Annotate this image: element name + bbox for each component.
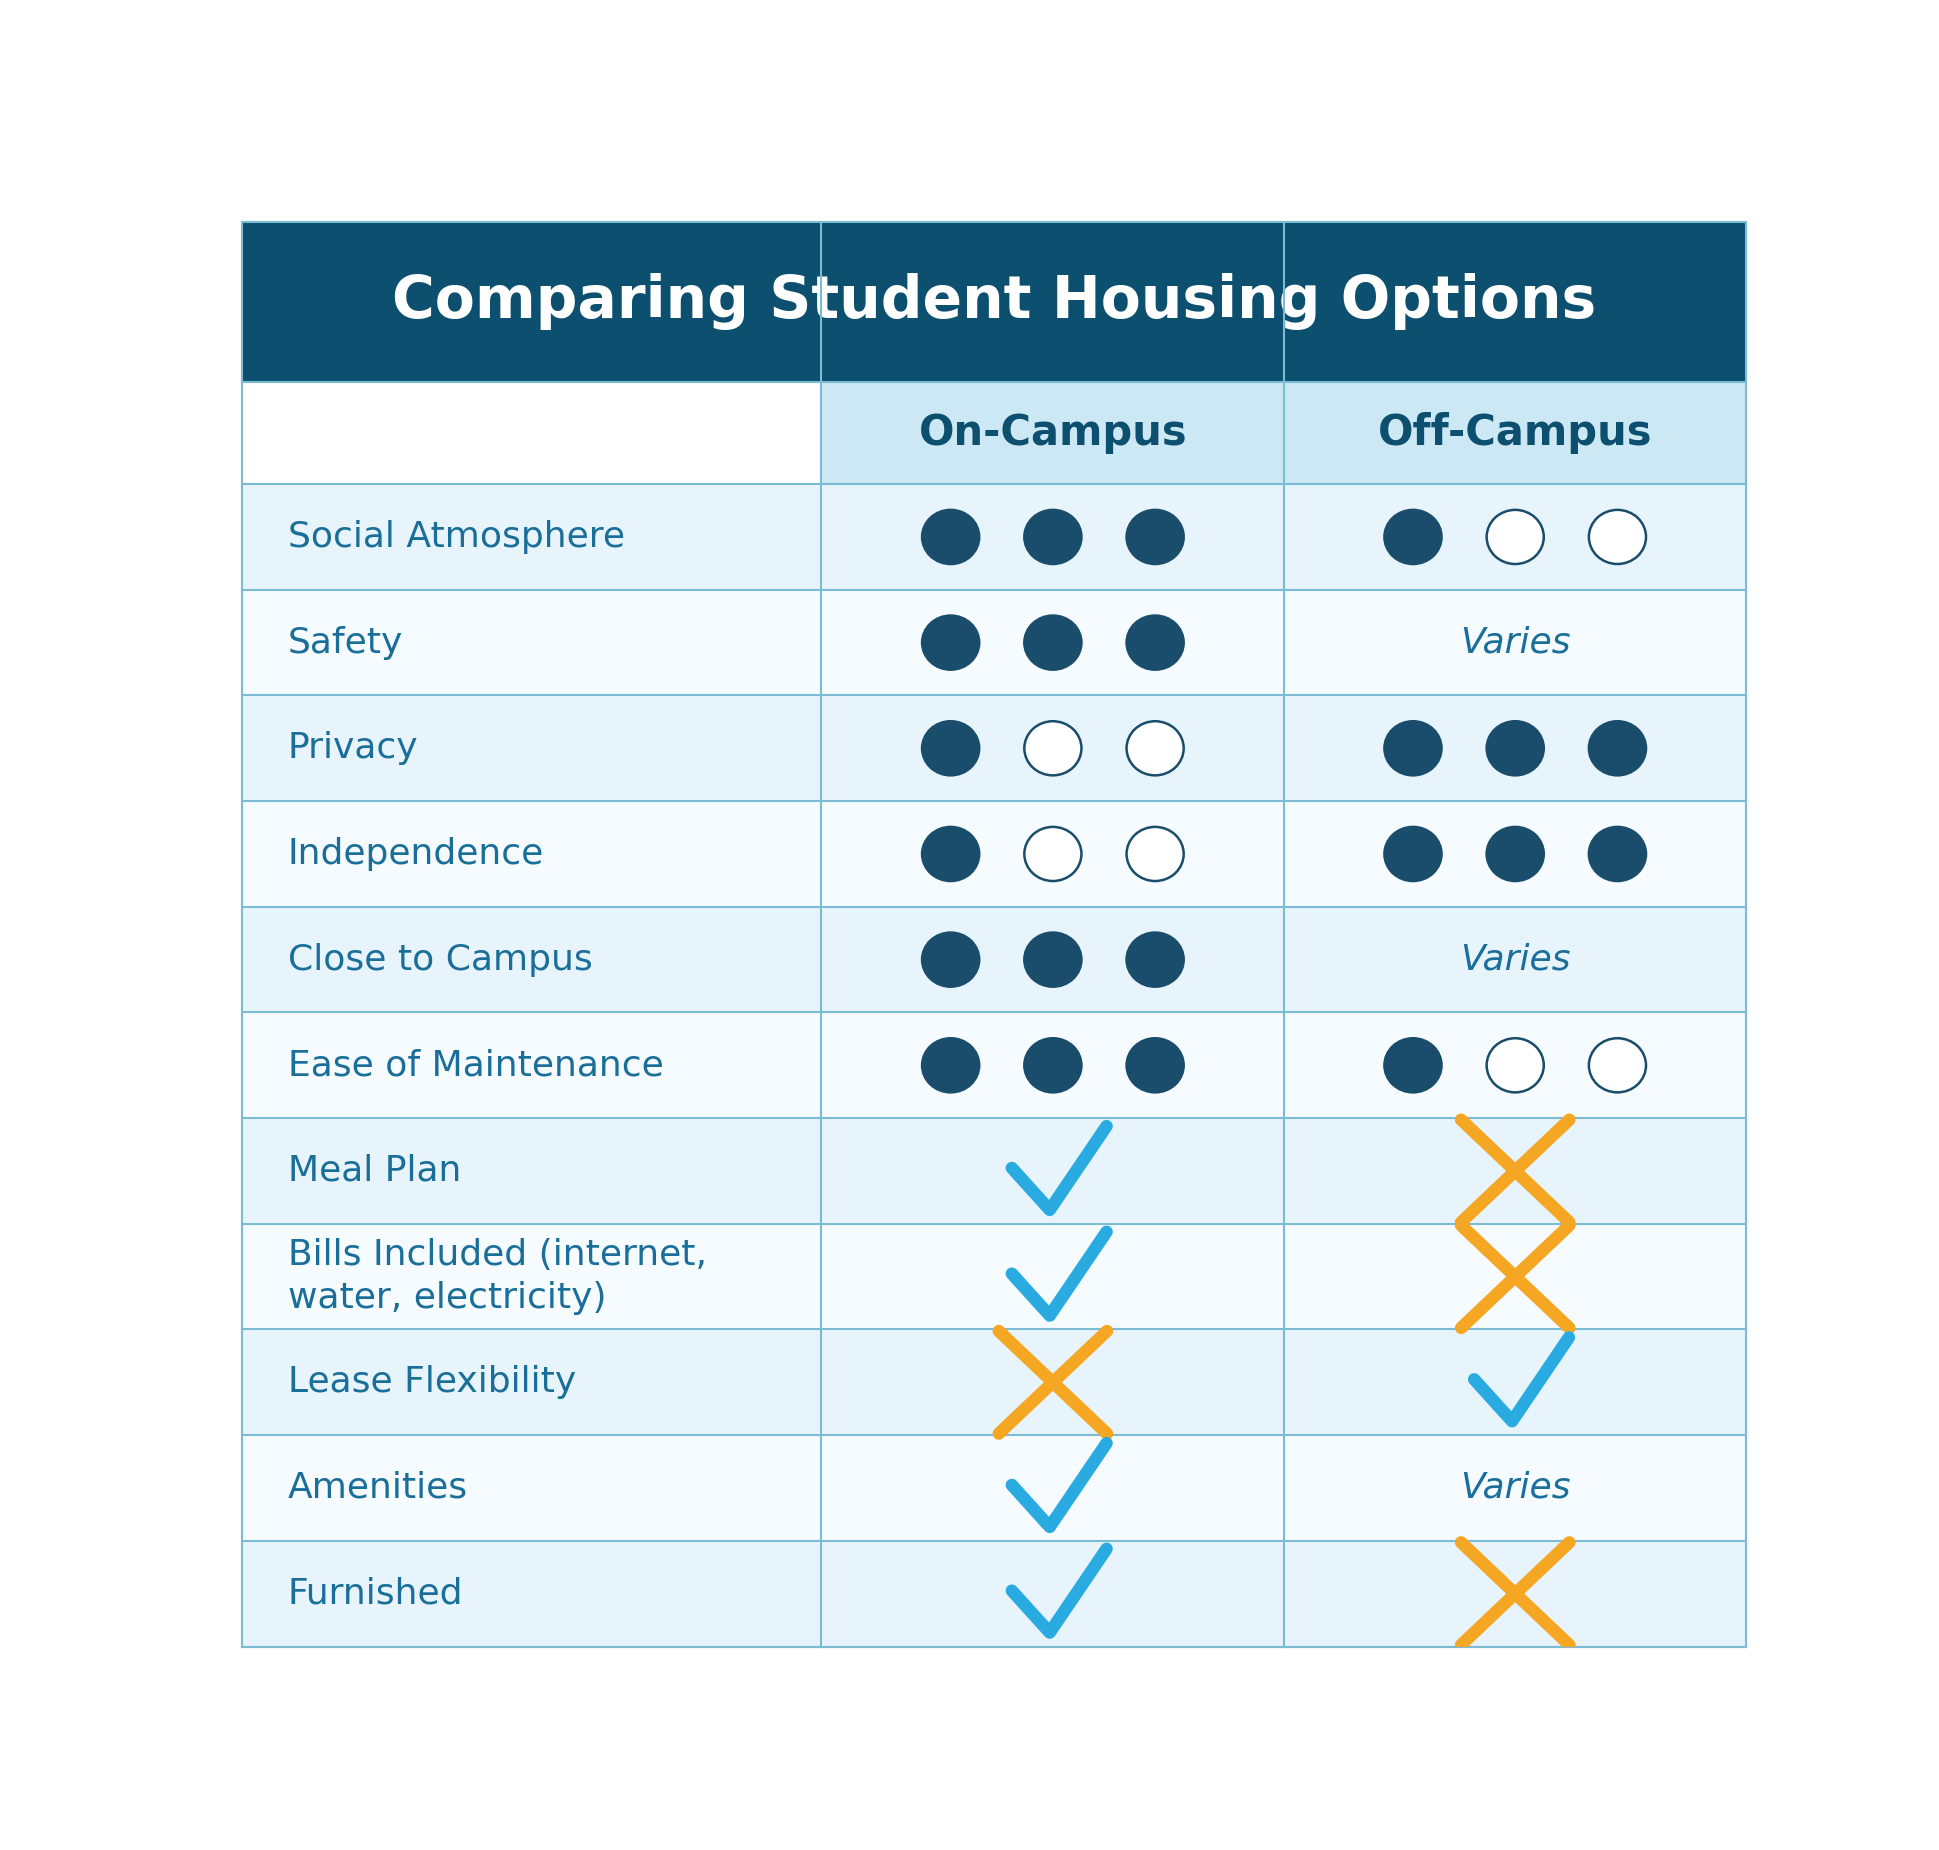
Circle shape [1384,722,1441,775]
Circle shape [1127,1038,1183,1092]
Circle shape [1384,1038,1441,1092]
FancyBboxPatch shape [242,696,1745,801]
Circle shape [1024,511,1080,564]
FancyBboxPatch shape [242,381,820,485]
Circle shape [921,616,979,670]
FancyBboxPatch shape [1284,381,1745,485]
Text: Safety: Safety [287,625,403,660]
Circle shape [1024,1038,1080,1092]
FancyBboxPatch shape [242,801,1745,906]
Text: Social Atmosphere: Social Atmosphere [287,520,624,553]
Text: Amenities: Amenities [287,1471,467,1506]
Circle shape [1127,932,1183,986]
Circle shape [1024,827,1080,881]
FancyBboxPatch shape [242,1436,1745,1541]
FancyBboxPatch shape [820,381,1284,485]
Text: Varies: Varies [1460,1471,1571,1506]
Circle shape [1384,511,1441,564]
Circle shape [1588,722,1644,775]
FancyBboxPatch shape [242,1541,1745,1646]
Circle shape [1485,1038,1543,1092]
FancyBboxPatch shape [242,906,1745,1012]
Circle shape [1588,827,1644,881]
Circle shape [1588,511,1644,564]
FancyBboxPatch shape [242,590,1745,696]
Text: Close to Campus: Close to Campus [287,944,591,977]
Circle shape [921,932,979,986]
FancyBboxPatch shape [242,485,1745,590]
Circle shape [1024,932,1080,986]
Circle shape [921,827,979,881]
FancyBboxPatch shape [242,1012,1745,1117]
Text: Independence: Independence [287,836,543,871]
FancyBboxPatch shape [242,222,1745,381]
Circle shape [921,511,979,564]
Text: Furnished: Furnished [287,1576,463,1611]
Circle shape [1024,616,1080,670]
Circle shape [1485,827,1543,881]
Circle shape [1485,722,1543,775]
Circle shape [1024,722,1080,775]
FancyBboxPatch shape [242,1330,1745,1436]
Text: Bills Included (internet,
water, electricity): Bills Included (internet, water, electri… [287,1238,706,1315]
Circle shape [921,1038,979,1092]
Circle shape [1127,511,1183,564]
Circle shape [1588,1038,1644,1092]
Text: Off-Campus: Off-Campus [1377,413,1652,453]
Circle shape [1127,827,1183,881]
Text: On-Campus: On-Campus [917,413,1187,453]
FancyBboxPatch shape [242,1225,1745,1330]
Text: Comparing Student Housing Options: Comparing Student Housing Options [392,274,1596,331]
Circle shape [921,722,979,775]
Text: Meal Plan: Meal Plan [287,1154,461,1188]
Text: Varies: Varies [1460,625,1571,660]
Circle shape [1127,722,1183,775]
FancyBboxPatch shape [242,1117,1745,1225]
Text: Varies: Varies [1460,944,1571,977]
Circle shape [1127,616,1183,670]
Circle shape [1485,511,1543,564]
Text: Lease Flexibility: Lease Flexibility [287,1365,576,1399]
Text: Privacy: Privacy [287,731,419,766]
Circle shape [1384,827,1441,881]
Text: Ease of Maintenance: Ease of Maintenance [287,1049,663,1082]
